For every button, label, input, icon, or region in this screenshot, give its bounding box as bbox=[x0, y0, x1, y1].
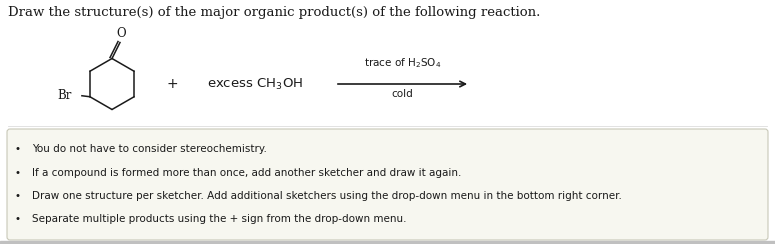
Text: excess CH$_3$OH: excess CH$_3$OH bbox=[207, 76, 303, 92]
Text: Separate multiple products using the + sign from the drop-down menu.: Separate multiple products using the + s… bbox=[32, 214, 407, 224]
Text: If a compound is formed more than once, add another sketcher and draw it again.: If a compound is formed more than once, … bbox=[32, 167, 461, 177]
Text: cold: cold bbox=[391, 89, 413, 99]
Text: •: • bbox=[15, 167, 21, 177]
Text: •: • bbox=[15, 214, 21, 224]
FancyBboxPatch shape bbox=[7, 129, 768, 240]
Text: You do not have to consider stereochemistry.: You do not have to consider stereochemis… bbox=[32, 144, 267, 154]
Text: +: + bbox=[166, 77, 177, 91]
Bar bbox=[0, 241, 775, 244]
Text: Draw the structure(s) of the major organic product(s) of the following reaction.: Draw the structure(s) of the major organ… bbox=[8, 6, 540, 19]
Text: O: O bbox=[116, 27, 126, 40]
Text: •: • bbox=[15, 144, 21, 154]
Text: •: • bbox=[15, 191, 21, 201]
Text: trace of H$_2$SO$_4$: trace of H$_2$SO$_4$ bbox=[364, 56, 441, 70]
Text: Br: Br bbox=[57, 89, 72, 102]
Text: Draw one structure per sketcher. Add additional sketchers using the drop-down me: Draw one structure per sketcher. Add add… bbox=[32, 191, 622, 201]
